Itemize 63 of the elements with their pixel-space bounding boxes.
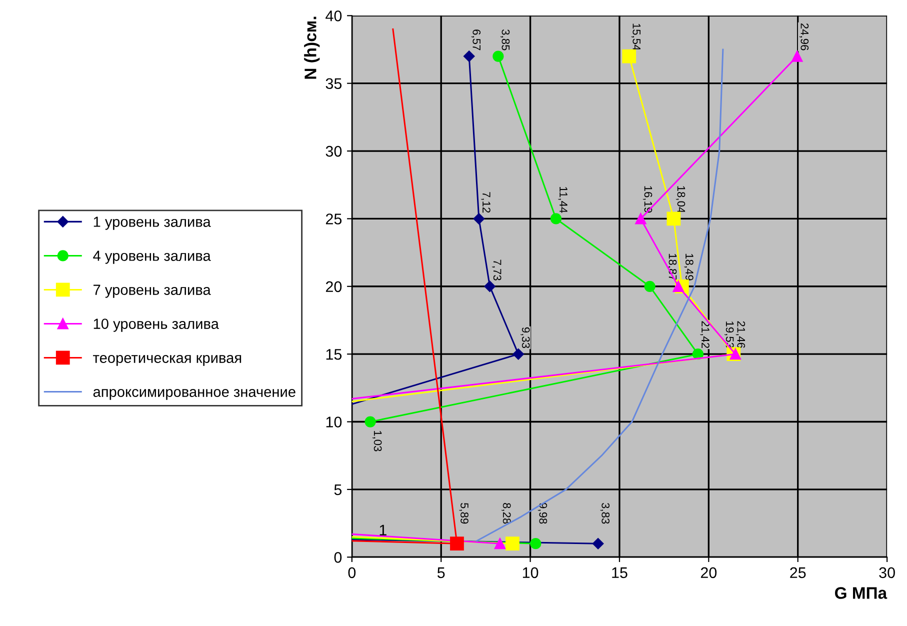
y-tick-label: 15 [326, 349, 342, 360]
annotation: 15,54 [631, 24, 640, 50]
annotation: 18,04 [676, 186, 686, 213]
annotation: 1 [380, 524, 386, 536]
legend-label: апроксимированное значение [93, 389, 296, 400]
y-tick-label: 5 [334, 484, 342, 496]
legend-label: 10 уровень залива [94, 318, 219, 332]
y-axis-title: N (h)см. [304, 16, 320, 79]
point [644, 280, 656, 292]
annotation: 3,85 [500, 30, 510, 50]
point [530, 538, 542, 550]
annotation: 21,46 [736, 321, 746, 348]
legend-label: 4 уровень залива [93, 250, 211, 264]
point [492, 50, 504, 62]
point [550, 213, 562, 224]
point [464, 50, 475, 62]
point [792, 50, 803, 62]
y-tick-label: 20 [326, 281, 342, 292]
x-tick-label: 0 [348, 567, 356, 578]
point [666, 212, 681, 226]
annotation: 24,96 [799, 23, 809, 50]
point [592, 538, 604, 550]
y-tick-label: 40 [326, 10, 342, 22]
annotation: 11,44 [558, 187, 568, 213]
y-tick-label: 10 [326, 416, 342, 428]
annotation: 8,28 [502, 503, 511, 524]
annotation: 9,33 [520, 327, 530, 348]
annotation: 5,89 [459, 502, 468, 524]
point [692, 348, 704, 360]
x-tick-label: 5 [437, 567, 445, 578]
point [512, 348, 524, 360]
point [450, 536, 464, 551]
point [730, 348, 741, 360]
annotation: 7,73 [492, 260, 502, 280]
x-tick-label: 10 [522, 567, 538, 578]
annotation: 18,49 [684, 254, 694, 280]
point [506, 536, 520, 551]
point [473, 213, 485, 224]
x-tick-label: 30 [879, 567, 895, 578]
point [364, 416, 376, 428]
line-series [476, 48, 724, 542]
annotation: 9,98 [538, 503, 548, 524]
legend-label: теоретическая кривая [93, 354, 242, 366]
x-axis-title: G МПа [835, 587, 888, 599]
y-tick-label: 35 [326, 78, 342, 90]
annotation: 1,03 [372, 430, 382, 452]
annotation: 21,42 [700, 321, 710, 348]
x-tick-label: 15 [612, 567, 628, 578]
legend-label: 7 уровень залива [94, 284, 211, 298]
point [484, 280, 496, 292]
annotation: 6,57 [471, 30, 481, 50]
annotation: 7,12 [481, 192, 490, 213]
point [635, 213, 646, 224]
x-tick-label: 25 [790, 567, 806, 578]
point [494, 538, 506, 550]
point [672, 280, 684, 292]
legend-label: 1 уровень залива [94, 216, 211, 230]
x-tick-label: 20 [700, 567, 717, 578]
y-tick-label: 0 [334, 552, 342, 563]
y-tick-label: 25 [326, 214, 342, 224]
y-tick-label: 30 [326, 146, 342, 157]
annotation: 3,83 [600, 502, 610, 524]
point [622, 49, 636, 64]
